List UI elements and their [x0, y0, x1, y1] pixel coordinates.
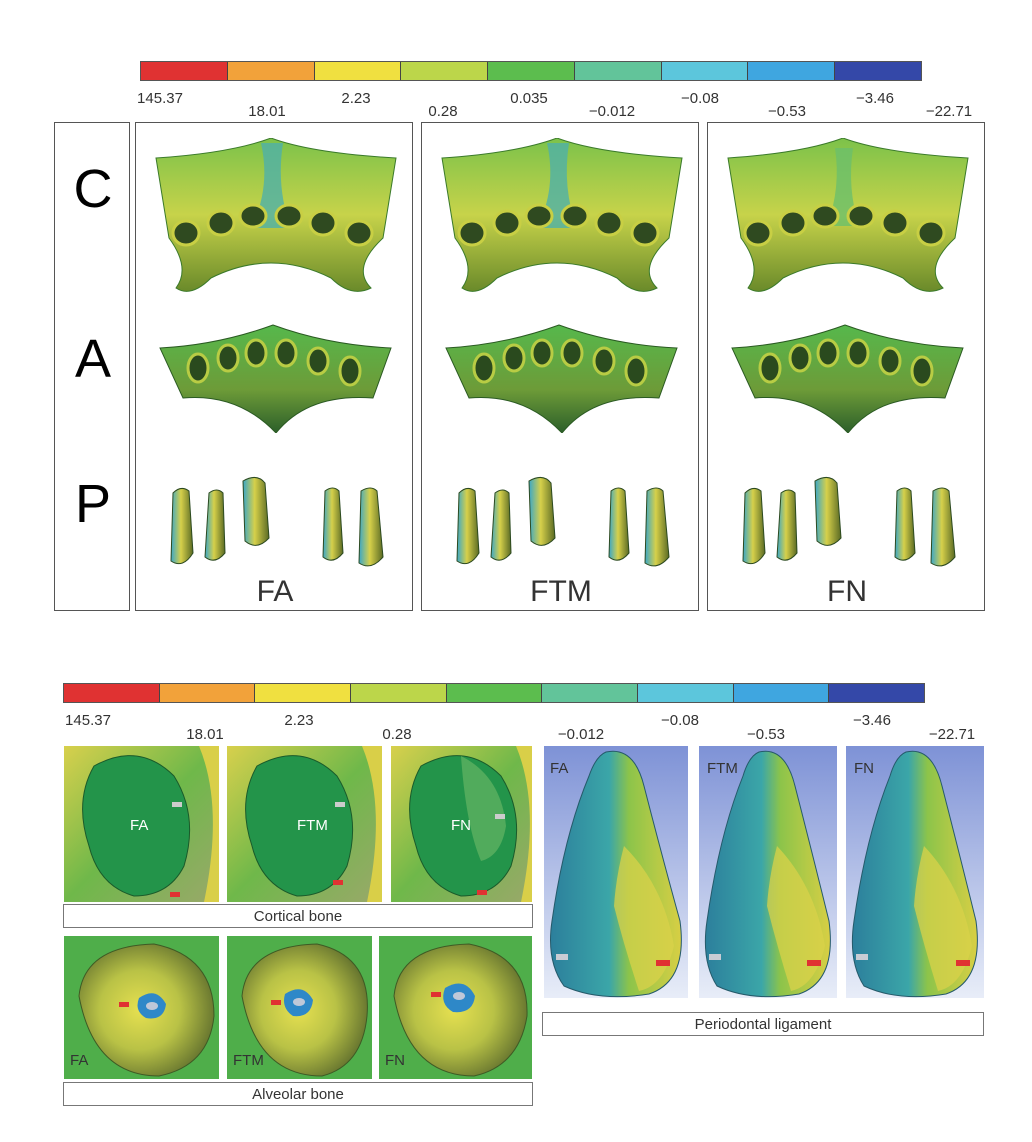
- bottom-scale-tick-label: 2.23: [284, 712, 314, 729]
- bottom-scale-segment: [829, 684, 925, 702]
- alveolar-tile-fn: FN: [379, 936, 532, 1079]
- top-color-scale: [140, 61, 922, 81]
- top-scale-segment: [748, 62, 836, 80]
- row-letter-a: A: [74, 329, 112, 389]
- pdl-tile-ftm: FTM: [699, 746, 837, 998]
- ftm-coronal-bone: [441, 138, 683, 292]
- fn-coronal-bone: [727, 138, 969, 292]
- fn-axial-bone: [731, 324, 964, 433]
- panel-label-fn: FN: [827, 575, 867, 608]
- top-scale-tick-label: 18.01: [248, 103, 286, 120]
- bottom-scale-segment: [159, 684, 256, 702]
- bottom-scale-tick-label: −0.012: [557, 726, 605, 743]
- top-scale-segment: [488, 62, 575, 80]
- ftm-roots: [456, 477, 670, 567]
- pdl-label-fa: FA: [550, 760, 569, 777]
- cortical-label-ftm: FTM: [297, 817, 328, 834]
- bottom-scale-tick-label: −0.53: [747, 726, 785, 743]
- top-scale-segment: [661, 62, 749, 80]
- cortical-tile-fn: FN: [391, 746, 532, 902]
- bottom-scale-tick-label: 145.37: [65, 712, 111, 729]
- top-scale-tick-label: −0.012: [588, 103, 636, 120]
- bottom-scale-tick-label: −0.08: [661, 712, 699, 729]
- panel-label-ftm: FTM: [530, 575, 592, 608]
- cortical-tile-ftm: FTM: [227, 746, 382, 902]
- cortical-tile-fa: FA: [64, 746, 219, 902]
- panel-fn: FN: [707, 122, 985, 611]
- top-scale-tick-label: 145.37: [137, 90, 183, 107]
- bottom-scale-segment: [255, 684, 352, 702]
- top-scale-tick-label: −22.71: [925, 103, 973, 120]
- alveolar-tile-ftm: FTM: [227, 936, 372, 1079]
- top-scale-tick-label: 0.28: [428, 103, 458, 120]
- top-scale-segment: [141, 62, 228, 80]
- bottom-scale-segment: [638, 684, 734, 702]
- top-scale-tick-label: 2.23: [341, 90, 371, 107]
- pdl-tile-fa: FA: [544, 746, 688, 998]
- row-letter-c: C: [73, 159, 113, 219]
- top-scale-segment: [314, 62, 402, 80]
- top-scale-tick-label: −0.53: [768, 103, 806, 120]
- top-scale-segment: [401, 62, 489, 80]
- top-scale-segment: [574, 62, 662, 80]
- cortical-bone-caption: Cortical bone: [63, 904, 533, 928]
- alveolar-label-fn: FN: [385, 1052, 405, 1069]
- top-scale-tick-label: 0.035: [510, 90, 548, 107]
- top-scale-segment: [227, 62, 315, 80]
- row-letter-panel: C A P: [54, 122, 130, 611]
- top-scale-segment: [835, 62, 922, 80]
- bottom-scale-tick-label: 18.01: [186, 726, 224, 743]
- cortical-label-fa: FA: [130, 817, 149, 834]
- bottom-scale-tick-label: −22.71: [928, 726, 976, 743]
- panel-label-fa: FA: [256, 575, 294, 608]
- bottom-color-scale: [63, 683, 925, 703]
- cortical-label-fn: FN: [451, 817, 471, 834]
- bottom-scale-segment: [542, 684, 639, 702]
- alveolar-label-ftm: FTM: [233, 1052, 264, 1069]
- ftm-axial-bone: [445, 324, 678, 433]
- pdl-label-ftm: FTM: [707, 760, 738, 777]
- top-scale-tick-label: −0.08: [681, 90, 719, 107]
- row-letter-p: P: [74, 474, 112, 534]
- pdl-tile-fn: FN: [846, 746, 984, 998]
- fn-roots: [742, 477, 956, 567]
- alveolar-bone-caption: Alveolar bone: [63, 1082, 533, 1106]
- fa-roots: [170, 477, 384, 567]
- bottom-scale-tick-label: 0.28: [382, 726, 412, 743]
- bottom-scale-tick-label: −3.46: [853, 712, 891, 729]
- panel-fa: FA: [135, 122, 413, 611]
- panel-ftm: FTM: [421, 122, 699, 611]
- bottom-scale-segment: [351, 684, 447, 702]
- pdl-label-fn: FN: [854, 760, 874, 777]
- fa-axial-bone: [159, 324, 392, 433]
- bottom-scale-segment: [64, 684, 160, 702]
- alveolar-tile-fa: FA: [64, 936, 219, 1079]
- periodontal-ligament-caption: Periodontal ligament: [542, 1012, 984, 1036]
- bottom-scale-segment: [446, 684, 543, 702]
- alveolar-label-fa: FA: [70, 1052, 89, 1069]
- fa-coronal-bone: [155, 138, 397, 292]
- bottom-scale-segment: [733, 684, 830, 702]
- top-scale-tick-label: −3.46: [856, 90, 894, 107]
